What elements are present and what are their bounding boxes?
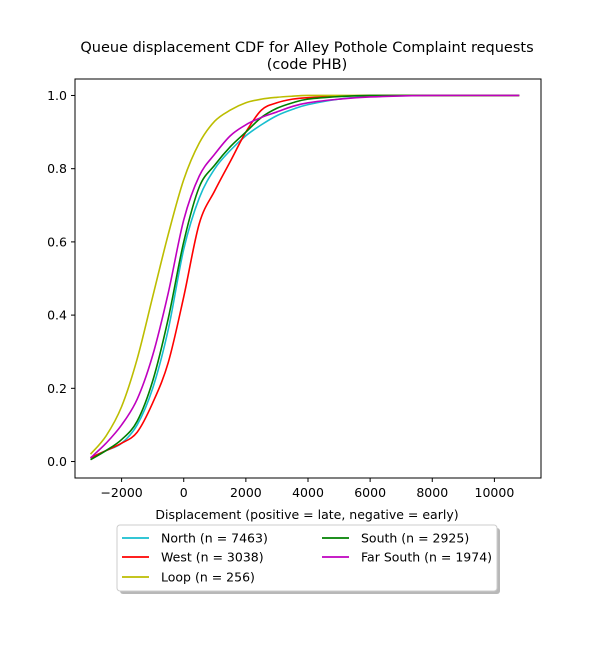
series-line-0: [90, 94, 520, 459]
series-line-1: [90, 94, 520, 459]
series-line-3: [90, 94, 520, 461]
chart-subtitle: (code PHB): [267, 57, 348, 73]
series-line-2: [89, 94, 520, 455]
y-tick-label: 0.6: [47, 234, 67, 249]
legend-label: Far South (n = 1974): [361, 550, 492, 565]
plot-area: −2000 0 2000 4000 6000 8000 10000 0.0 0.2 0.4 0.6 0…: [47, 78, 542, 500]
y-tick-label: 0.0: [47, 454, 67, 469]
y-tick-label: 1.0: [47, 88, 67, 103]
legend-label: North (n = 7463): [161, 531, 268, 546]
y-tick-label: 0.4: [47, 308, 67, 323]
x-tick-label: 10000: [475, 485, 515, 500]
y-tick-label: 0.2: [47, 381, 67, 396]
legend: North (n = 7463) West (n = 3038) Loop (n =…: [116, 524, 500, 594]
legend-label: West (n = 3038): [161, 550, 264, 565]
legend-label: Loop (n = 256): [161, 570, 255, 585]
x-tick-label: 8000: [416, 485, 448, 500]
legend-label: South (n = 2925): [361, 531, 469, 546]
chart-title: Queue displacement CDF for Alley Pothole…: [80, 40, 533, 56]
x-tick-label: 2000: [230, 485, 262, 500]
x-tick-label: 0: [180, 485, 188, 500]
x-axis-label: Displacement (positive = late, negative …: [155, 507, 458, 522]
y-tick-label: 0.8: [47, 161, 67, 176]
x-tick-label: 4000: [292, 485, 324, 500]
x-tick-label: −2000: [100, 485, 142, 500]
legend-box: [116, 524, 498, 592]
series-line-4: [89, 94, 520, 459]
x-tick-label: 6000: [354, 485, 386, 500]
